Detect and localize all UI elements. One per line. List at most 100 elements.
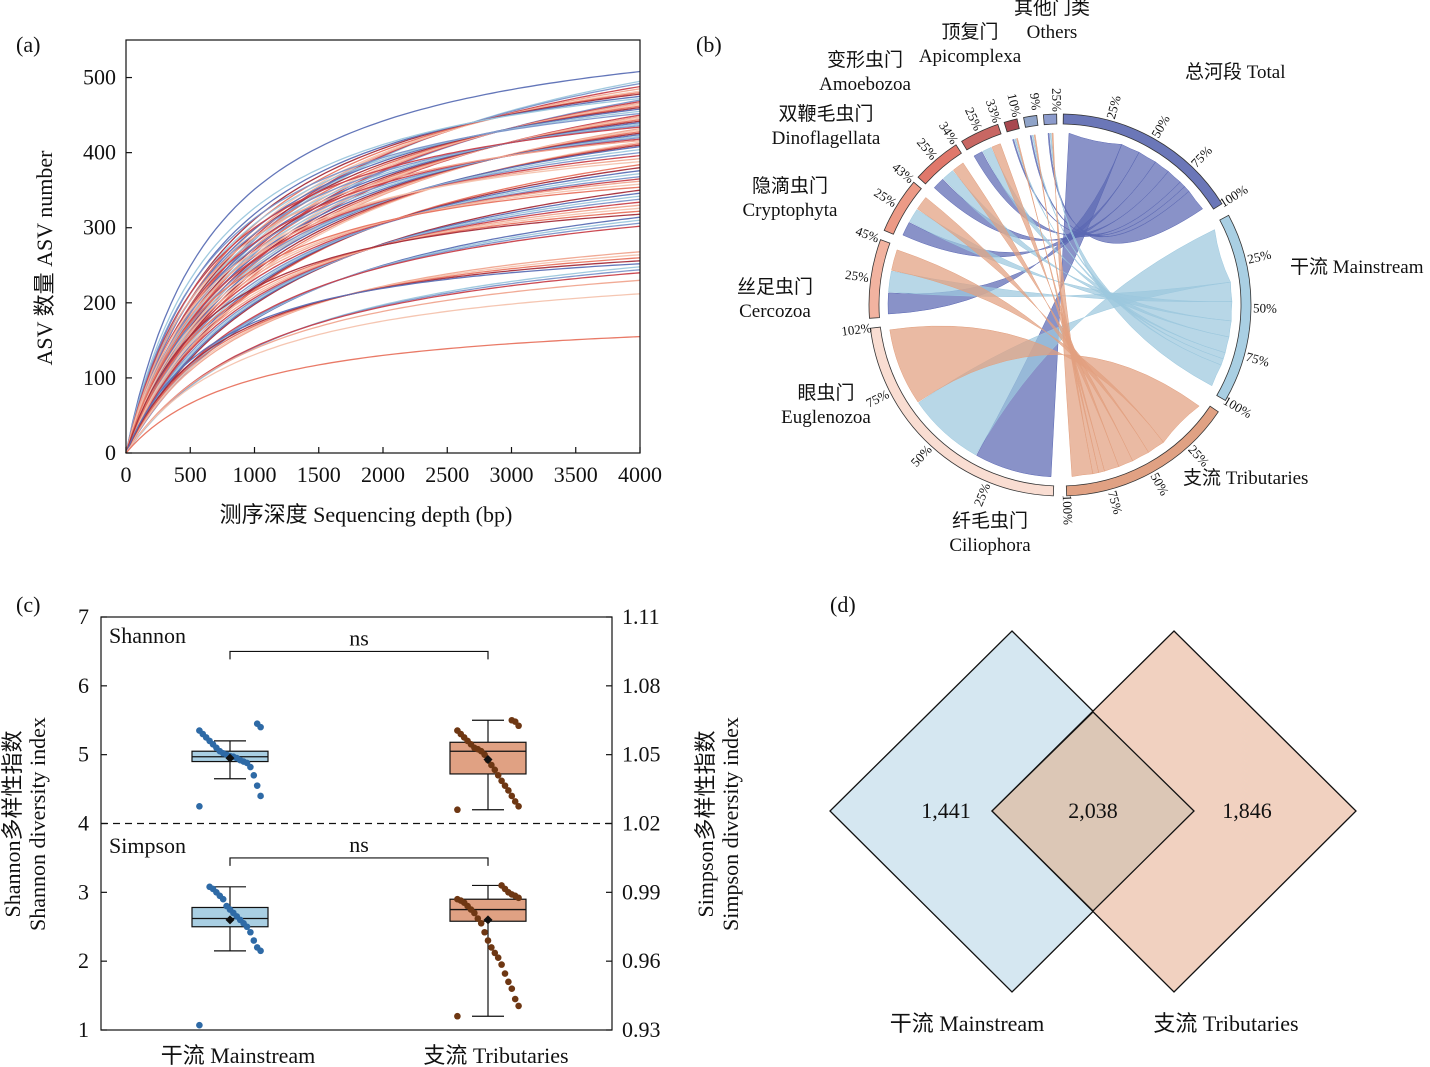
y-tick-label: 0 (105, 440, 116, 465)
data-point (498, 882, 505, 889)
data-point (481, 928, 488, 936)
rarefaction-curve (125, 263, 641, 454)
data-point (253, 720, 261, 727)
data-point (505, 978, 512, 986)
data-point (494, 954, 502, 962)
data-point (494, 772, 502, 779)
chord-tick-label: 50% (1148, 112, 1173, 140)
chord-group-label: 纤毛虫门 (952, 510, 1028, 532)
venn-label-mainstream: 干流 Mainstream (890, 1011, 1045, 1036)
panel-a: (a) 0 500 1000 1500 2000 2500 3000 3500 4000 0 10… (16, 32, 662, 527)
chord-tick-label: 25% (844, 267, 870, 285)
chord-group-label: 其他门类 (1014, 0, 1090, 19)
chord-tick-label: 25% (871, 185, 899, 210)
chord-ribbon (1051, 132, 1094, 477)
chord-tick-label: 45% (854, 223, 882, 245)
y-tick-label-left: 4 (78, 811, 89, 836)
chord-group-label: Euglenozoa (781, 407, 871, 428)
chord-group-label: Dinoflagellata (772, 128, 881, 149)
x-axis-ticks-a: 0 500 1000 1500 2000 2500 3000 3500 4000 (121, 447, 662, 487)
panel-d: (d) 1,441 2,038 1,846 干流 Mainstream 支流 T… (829, 592, 1357, 1036)
panel-b: (b) 25%50%75%100%25%50%75%100%25%50%75%1… (696, 0, 1424, 556)
chord-tick-label: 50% (1253, 300, 1277, 315)
chord-tick-label: 75% (1105, 489, 1126, 516)
chord-ribbon (1047, 133, 1203, 244)
y-axis-ticks-a: 0 100 200 300 400 500 (83, 65, 132, 465)
chord-group-label: 丝足虫门 (737, 276, 813, 298)
chord-group-label: Ciliophora (949, 535, 1031, 556)
chord-group-label: Cryptophyta (743, 200, 839, 221)
chord-group-label: Others (1027, 22, 1078, 43)
chord-group-label: 双鞭毛虫门 (778, 103, 873, 125)
rarefaction-curve (125, 70, 641, 454)
data-point (196, 727, 203, 734)
data-point (454, 806, 461, 814)
chord-group-label: Amoebozoa (819, 74, 911, 95)
chord-arc-apicomplexa (1023, 114, 1039, 128)
chord-group-arcs (868, 113, 1252, 497)
data-point (196, 1021, 203, 1029)
data-point (477, 920, 485, 927)
data-point (498, 777, 505, 785)
rarefaction-curve (125, 108, 641, 454)
chord-arc-ciliophora (869, 326, 1055, 497)
panel-label-b: (b) (696, 32, 722, 57)
y-tick-label-right: 1.11 (622, 604, 660, 629)
rarefaction-curve (125, 335, 641, 454)
x-tick-label: 3500 (554, 462, 598, 487)
data-point (250, 772, 258, 779)
box-mean-marker (225, 915, 235, 925)
chord-arc-amoebozoa (1003, 118, 1020, 133)
chord-arc-total (1062, 113, 1223, 210)
y-tick-label: 500 (83, 65, 116, 90)
x-tick-label: 4000 (618, 462, 662, 487)
chord-tick-label: 100% (1217, 181, 1251, 210)
chord-tick-label: 25% (1246, 247, 1273, 267)
rarefaction-curve (125, 272, 641, 454)
box-mean-marker (483, 754, 493, 764)
y-tick-label: 300 (83, 215, 116, 240)
data-point (206, 883, 213, 891)
chord-group-label: 支流 Tributaries (1183, 467, 1308, 489)
panel-c: (c) 1 2 3 4 5 6 7 0.93 0.96 0.99 1.02 1.05 1.08 1.11… (0, 592, 743, 1067)
chord-arc-cercozoa (883, 181, 922, 235)
y-tick-label-left: 6 (78, 673, 89, 698)
rarefaction-curve (125, 112, 641, 454)
data-point (250, 937, 258, 944)
chord-tick-label: 34% (936, 119, 962, 147)
data-point (515, 802, 522, 810)
y-tick-label-left: 3 (78, 879, 89, 904)
chord-ribbons (887, 132, 1233, 478)
data-point (484, 937, 492, 944)
venn-count-intersection: 2,038 (1068, 798, 1118, 823)
x-category-label: 干流 Mainstream (161, 1043, 316, 1067)
rarefaction-curve (125, 176, 641, 454)
chord-group-label: 干流 Mainstream (1290, 256, 1424, 278)
data-point (498, 961, 505, 968)
x-tick-label: 1000 (233, 462, 277, 487)
data-point (501, 782, 509, 789)
rarefaction-curve (125, 178, 641, 454)
y-tick-label: 100 (83, 365, 116, 390)
data-point (196, 802, 203, 810)
data-point (454, 895, 461, 903)
chord-arc-euglenozoa (868, 239, 891, 319)
y-tick-label-left: 1 (78, 1017, 89, 1042)
data-point (508, 792, 516, 800)
box-plots (191, 716, 527, 1029)
chord-group-label: 变形虫门 (827, 49, 903, 71)
rarefaction-curve (125, 139, 641, 454)
data-point (454, 1012, 461, 1020)
data-point (247, 928, 254, 936)
data-point (508, 985, 516, 992)
rarefaction-curves (125, 70, 641, 454)
y-tick-label: 200 (83, 290, 116, 315)
panel-label-a: (a) (16, 32, 40, 57)
y-axis-label-left-line1: Shannon多样性指数 (0, 730, 25, 917)
chord-group-label: Cercozoa (739, 301, 811, 322)
chord-tick-label: 100% (1060, 494, 1076, 525)
chord-tick-label: 10% (1004, 92, 1024, 119)
rarefaction-curve (125, 95, 641, 454)
y-axis-ticks-right-c: 0.93 0.96 0.99 1.02 1.05 1.08 1.11 (606, 604, 661, 1042)
y-tick-label-left: 5 (78, 742, 89, 767)
